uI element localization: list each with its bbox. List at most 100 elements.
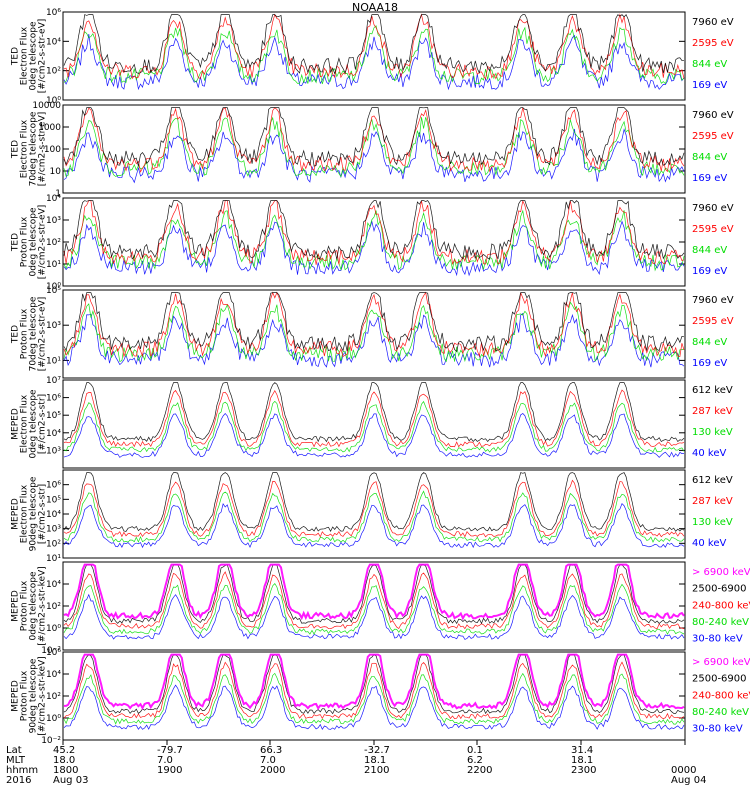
- y-axis-label-line: 90deg telescope: [29, 658, 39, 733]
- x-tick-label: 45.2: [53, 745, 75, 756]
- legend-entry: 287 keV: [692, 496, 733, 507]
- legend-entry: 30-80 keV: [692, 634, 743, 645]
- y-axis-label-line: Electron Flux: [20, 119, 30, 178]
- y-axis-label-line: MEPED: [11, 408, 21, 440]
- panel-frame: [62, 561, 686, 651]
- y-axis-label-line: [#/cm2-s-str-eV]: [38, 112, 48, 187]
- y-tick-label: 10⁴: [46, 670, 61, 680]
- y-axis-label-line: [#/cm2-s-str-keV]: [38, 566, 48, 645]
- y-axis-label-line: TED: [11, 233, 21, 252]
- legend-entry: 2595 eV: [692, 131, 734, 142]
- x-tick-label: 0000: [671, 765, 696, 776]
- series-trace: [63, 220, 685, 277]
- legend-entry: 2500-6900: [692, 674, 747, 685]
- legend-entry: > 6900 keV: [692, 567, 750, 578]
- y-axis-label-line: 0deg telescope: [29, 21, 39, 91]
- series-trace: [63, 13, 685, 80]
- legend-entry: 240-800 keV: [692, 690, 750, 701]
- panel-frame: [62, 469, 686, 559]
- y-tick-label: 10³: [46, 321, 61, 331]
- legend-entry: 2500-6900: [692, 584, 747, 595]
- y-tick-label: 10⁵: [46, 411, 61, 421]
- y-tick-label: 10⁴: [46, 37, 61, 47]
- y-tick-label: 10⁻²: [41, 646, 61, 656]
- x-tick-label: 31.4: [571, 745, 593, 756]
- x-tick-label: 18.1: [364, 755, 386, 766]
- legend-entry: 240-800 keV: [692, 600, 750, 611]
- series-trace: [63, 672, 685, 725]
- legend-entry: 169 eV: [692, 173, 727, 184]
- y-axis-label-line: [#/cm2-s-str-eV]: [38, 297, 48, 372]
- legend-entry: 844 eV: [692, 337, 727, 348]
- y-tick-label: 10⁵: [46, 286, 61, 296]
- x-tick-label: 2300: [571, 765, 596, 776]
- legend-entry: 2595 eV: [692, 38, 734, 49]
- y-axis-label-line: [#/cm2-s-str-eV]: [38, 19, 48, 94]
- y-axis-label-line: 0deg telescope: [29, 389, 39, 459]
- y-tick-label: 10¹: [46, 356, 61, 366]
- y-axis-label-line: Proton Flux: [20, 580, 30, 631]
- y-axis-label-line: 70deg telescope: [29, 111, 39, 186]
- series-trace: [63, 593, 685, 640]
- legend-entry: 287 keV: [692, 406, 733, 417]
- series-trace: [63, 34, 685, 91]
- y-axis-label-line: Electron Flux: [20, 26, 30, 85]
- legend-entry: 169 eV: [692, 358, 727, 369]
- y-tick-label: 10⁷: [46, 376, 61, 386]
- x-tick-label: 2200: [467, 765, 492, 776]
- x-tick-label: 66.3: [260, 745, 282, 756]
- x-row-label: Lat: [6, 745, 22, 756]
- y-axis-label-line: TED: [11, 140, 21, 159]
- series-trace: [63, 13, 685, 75]
- legend-entry: 40 keV: [692, 448, 726, 459]
- y-axis-label: MEPED Proton Flux 90deg telescope [#/cm2-s-…: [11, 656, 48, 735]
- legend-entry: 80-240 keV: [692, 617, 749, 628]
- plot-title: NOAA18: [351, 1, 399, 14]
- series-trace: [63, 472, 685, 532]
- series-trace: [63, 292, 685, 353]
- y-axis-label-line: MEPED: [11, 498, 21, 530]
- series-trace: [63, 490, 685, 543]
- series-trace: [63, 583, 685, 635]
- y-axis-label-line: TED: [11, 325, 21, 344]
- legend-entry: > 6900 keV: [692, 657, 750, 668]
- y-tick-label: 10⁻²: [41, 736, 61, 746]
- y-axis-label-line: Electron Flux: [20, 484, 30, 543]
- y-tick-label: 10⁶: [46, 481, 61, 491]
- y-tick-label: 10⁰: [46, 624, 61, 634]
- x-tick-label: Aug 04: [671, 775, 706, 786]
- y-axis-label: MEPED Proton Flux 0deg telescope [#/cm2-s-s…: [11, 566, 48, 645]
- legend-entry: 7960 eV: [692, 203, 734, 214]
- y-axis-label-line: 0deg telescope: [29, 207, 39, 277]
- y-axis-label-line: [#/cm2-s-str-eV]: [38, 205, 48, 280]
- series-trace: [63, 301, 685, 363]
- y-tick-label: 10¹: [46, 260, 61, 270]
- panel-frame: [62, 651, 686, 741]
- series-trace: [63, 412, 684, 458]
- y-axis-label: MEPED Electron Flux 0deg telescope [#/cm2-s…: [11, 389, 48, 459]
- y-tick-label: 10²: [46, 692, 61, 702]
- y-axis-label-line: [#/cm2-s-str]: [38, 484, 48, 544]
- y-axis-label-line: MEPED: [11, 590, 21, 622]
- series-trace: [63, 389, 685, 448]
- series-trace: [63, 661, 685, 720]
- series-trace: [63, 400, 685, 453]
- legend-entry: 7960 eV: [692, 295, 734, 306]
- legend-entry: 612 keV: [692, 475, 733, 486]
- legend-entry: 130 keV: [692, 517, 733, 528]
- legend-entry: 612 keV: [692, 385, 733, 396]
- y-tick-label: 1: [55, 189, 61, 199]
- y-axis-label-line: [#/cm2-s-str-keV]: [38, 656, 48, 735]
- y-axis-label: TED Electron Flux 0deg telescope [#/cm2-s-s…: [11, 19, 48, 94]
- series-trace: [63, 209, 685, 272]
- x-tick-label: 1800: [53, 765, 78, 776]
- x-tick-label: 1900: [157, 765, 182, 776]
- y-axis-label-line: TED: [11, 47, 21, 66]
- y-tick-label: 100: [44, 145, 61, 155]
- y-tick-label: 10²: [46, 602, 61, 612]
- x-row-label: 2016: [6, 775, 31, 786]
- series-trace: [63, 200, 685, 260]
- series-trace: [63, 684, 685, 731]
- series-trace: [63, 116, 685, 178]
